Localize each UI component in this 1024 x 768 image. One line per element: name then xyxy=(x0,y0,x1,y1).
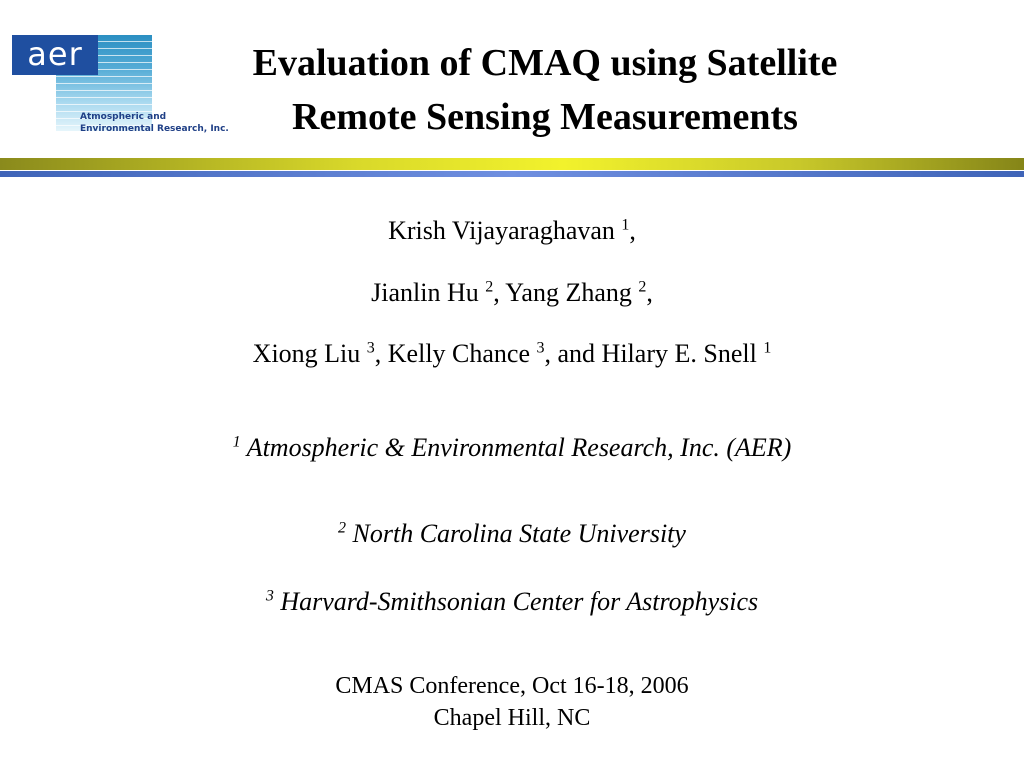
affiliation-2: 2 North Carolina State University xyxy=(0,519,1024,549)
author-yang: , Yang Zhang xyxy=(493,278,639,307)
aer-logo: aer Atmospheric and Environmental Resear… xyxy=(12,33,232,143)
conference-name: CMAS Conference, Oct 16-18, 2006 xyxy=(335,673,689,699)
logo-company-name: Atmospheric and Environmental Research, … xyxy=(80,111,229,135)
affiliation-marker: 3 xyxy=(366,339,375,357)
author-xiong: Xiong Liu xyxy=(252,339,367,368)
affiliation-number: 2 xyxy=(338,519,347,537)
authors-line-2: Jianlin Hu 2, Yang Zhang 2, xyxy=(0,278,1024,308)
affiliation-number: 3 xyxy=(265,587,274,605)
affiliation-name: Harvard-Smithsonian Center for Astrophys… xyxy=(273,587,759,616)
title-line-1: Evaluation of CMAQ using Satellite xyxy=(252,42,838,84)
author-krish: Krish Vijayaraghavan xyxy=(388,216,622,245)
affiliation-marker: 1 xyxy=(763,339,772,357)
affiliation-marker: 2 xyxy=(638,278,647,296)
affiliation-name: North Carolina State University xyxy=(346,519,686,548)
logo-line-2: Environmental Research, Inc. xyxy=(80,124,229,134)
affiliation-number: 1 xyxy=(232,433,241,451)
affiliation-name: Atmospheric & Environmental Research, In… xyxy=(240,433,792,462)
affiliation-marker: 1 xyxy=(621,216,630,234)
separator: , xyxy=(629,216,636,245)
header-divider-olive xyxy=(0,158,1024,170)
author-hilary: , and Hilary E. Snell xyxy=(544,339,764,368)
affiliation-marker: 2 xyxy=(485,278,494,296)
conference-location: Chapel Hill, NC xyxy=(433,705,591,731)
logo-line-1: Atmospheric and xyxy=(80,112,167,122)
author-kelly: , Kelly Chance xyxy=(374,339,537,368)
logo-mark: aer xyxy=(12,35,98,75)
title-line-2: Remote Sensing Measurements xyxy=(292,96,798,138)
separator: , xyxy=(646,278,653,307)
authors-line-1: Krish Vijayaraghavan 1, xyxy=(0,216,1024,246)
slide-title: Evaluation of CMAQ using Satellite Remot… xyxy=(160,36,930,144)
header-divider-blue xyxy=(0,171,1024,177)
affiliation-1: 1 Atmospheric & Environmental Research, … xyxy=(0,433,1024,463)
authors-line-3: Xiong Liu 3, Kelly Chance 3, and Hilary … xyxy=(0,339,1024,369)
author-jianlin: Jianlin Hu xyxy=(371,278,486,307)
affiliation-3: 3 Harvard-Smithsonian Center for Astroph… xyxy=(0,587,1024,617)
affiliation-marker: 3 xyxy=(536,339,545,357)
